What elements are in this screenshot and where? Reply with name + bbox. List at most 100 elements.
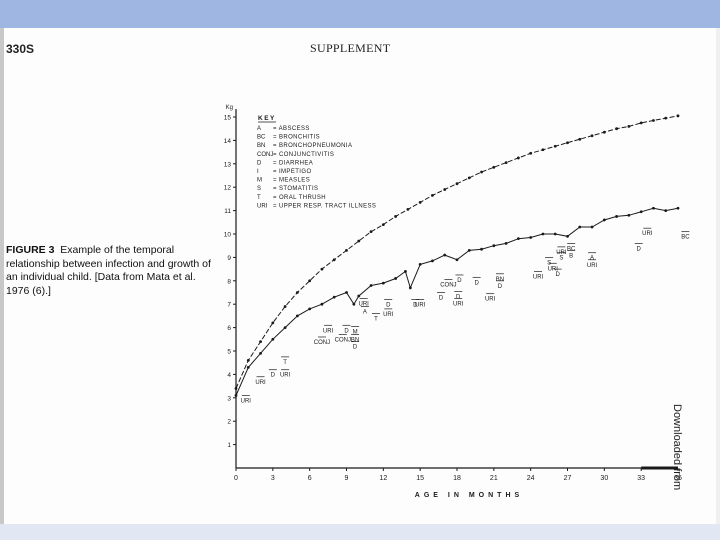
series-2-point <box>578 225 582 229</box>
scanned-page <box>4 28 716 524</box>
illness-annotation: B <box>569 253 573 259</box>
y-tick-label: 1 <box>227 442 231 449</box>
illness-annotation: D <box>386 303 391 309</box>
y-tick-label: 7 <box>227 302 231 309</box>
y-tick-label: 12 <box>224 185 232 192</box>
x-tick-label: 24 <box>527 475 535 482</box>
series-2-point <box>320 302 324 306</box>
series-1-point <box>529 151 533 155</box>
series-2-point <box>443 253 447 257</box>
series-1-point <box>541 148 545 152</box>
illness-annotation: D <box>413 303 418 309</box>
series-2-point <box>553 232 557 236</box>
series-2-point <box>295 314 299 318</box>
y-tick-label: 9 <box>227 255 231 262</box>
y-tick-label: 5 <box>227 349 231 356</box>
series-2-point <box>615 215 619 218</box>
x-tick-label: 12 <box>379 475 387 482</box>
illness-annotation: CONJ <box>440 283 456 289</box>
illness-annotation: URI <box>587 263 598 269</box>
y-tick-label: 8 <box>227 278 231 285</box>
series-2-point <box>504 241 508 245</box>
series-1-point <box>332 258 336 262</box>
illness-annotation: A <box>590 256 594 262</box>
y-tick-label: 15 <box>224 115 232 122</box>
illness-annotation: D <box>456 294 461 300</box>
series-1-point <box>566 141 569 145</box>
series-2-point <box>480 247 483 251</box>
series-2-point <box>431 259 434 263</box>
x-tick-label: 6 <box>308 475 312 482</box>
series-2-point <box>234 394 238 397</box>
illness-annotation: D <box>556 272 561 278</box>
x-tick-label: 33 <box>637 475 645 482</box>
series-1-point <box>627 124 631 128</box>
legend-entry: = BRONCHOPNEUMONIA <box>273 143 352 149</box>
legend-entry: = UPPER RESP. TRACT ILLNESS <box>273 203 376 209</box>
x-tick-label: 0 <box>234 475 238 482</box>
illness-annotation: T <box>374 317 378 323</box>
series-2-point <box>357 294 361 298</box>
series-1-point <box>652 119 655 122</box>
legend-code: BC <box>257 135 266 141</box>
y-tick-label: 6 <box>227 325 231 332</box>
illness-annotation: D <box>439 296 444 302</box>
series-1-point <box>590 134 594 138</box>
left-scan-border <box>0 28 4 524</box>
series-2-point <box>271 337 275 341</box>
series-1-point <box>406 208 410 211</box>
illness-annotation: URI <box>642 231 653 237</box>
series-1-point <box>369 230 373 234</box>
illness-annotation: D <box>474 280 479 286</box>
series-2-point <box>404 270 407 273</box>
series-1-point <box>516 156 520 160</box>
legend-code: BN <box>257 143 265 149</box>
illness-annotation: URI <box>280 373 291 379</box>
series-2-point <box>408 286 412 290</box>
x-tick-label: 21 <box>490 475 498 482</box>
bottom-banner <box>0 524 720 540</box>
series-1-point <box>578 137 582 141</box>
legend-entry: = CONJUNCTIVITIS <box>273 152 334 158</box>
legend-code: URI <box>257 203 268 209</box>
series-2-point <box>566 234 569 238</box>
series-1-point <box>553 144 557 148</box>
series-1-point <box>431 193 434 197</box>
x-tick-label: 30 <box>600 475 608 482</box>
illness-annotation: D <box>344 328 349 334</box>
series-2-point <box>332 295 336 299</box>
series-2-point <box>516 237 520 241</box>
illness-annotation: S <box>559 256 563 262</box>
series-2-point <box>541 232 545 236</box>
legend-entry: = ABSCESS <box>273 126 310 132</box>
series-2-point <box>529 236 533 239</box>
figure-caption: FIGURE 3 Example of the temporal relatio… <box>6 244 212 298</box>
x-tick-label: 15 <box>416 475 424 482</box>
y-tick-label: 2 <box>227 419 231 426</box>
series-1-point <box>234 387 238 390</box>
series-2-point <box>308 307 312 311</box>
series-2-point <box>590 225 594 229</box>
illness-annotation: URI <box>255 380 266 386</box>
series-2-point <box>467 248 471 252</box>
legend-code: T <box>257 195 261 201</box>
series-1-point <box>602 130 606 134</box>
series-1-point <box>467 176 471 180</box>
series-1-point <box>418 201 422 204</box>
series-2-point <box>627 213 631 217</box>
series-2-point <box>602 218 606 222</box>
illness-annotation: M <box>353 329 358 335</box>
y-tick-label: 13 <box>224 161 232 168</box>
series-1-point <box>639 121 643 125</box>
series-1-point <box>283 305 287 308</box>
series-1-point <box>320 267 324 271</box>
series-1-point <box>443 188 447 191</box>
series-1-point <box>271 321 275 325</box>
figure-label: FIGURE 3 <box>6 244 55 256</box>
series-1-point <box>295 291 299 294</box>
illness-annotation: A <box>363 310 367 316</box>
series-2-point <box>369 284 373 287</box>
series-1-point <box>308 279 312 283</box>
series-1-point <box>504 161 508 165</box>
